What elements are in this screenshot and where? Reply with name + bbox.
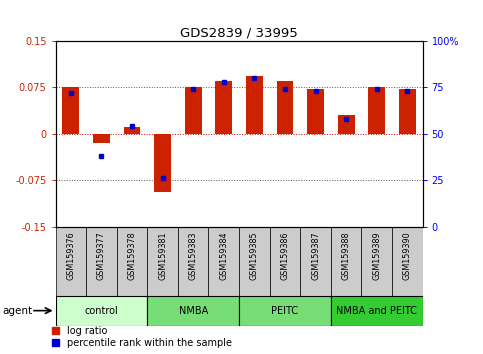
Text: GSM159383: GSM159383 [189, 232, 198, 280]
Bar [361, 227, 392, 296]
Bar [307, 89, 324, 133]
Bar [331, 227, 361, 296]
Text: control: control [85, 306, 118, 316]
Bar [239, 227, 270, 296]
Text: GSM159389: GSM159389 [372, 232, 381, 280]
Text: PEITC: PEITC [271, 306, 298, 316]
Text: GSM159376: GSM159376 [66, 232, 75, 280]
Bar [270, 227, 300, 296]
Text: NMBA and PEITC: NMBA and PEITC [336, 306, 417, 316]
Text: GSM159390: GSM159390 [403, 232, 412, 280]
Text: NMBA: NMBA [179, 306, 208, 316]
Text: GSM159377: GSM159377 [97, 232, 106, 280]
Bar [300, 227, 331, 296]
Bar [392, 227, 423, 296]
Text: agent: agent [2, 306, 32, 316]
Bar [117, 227, 147, 296]
Bar [369, 86, 385, 133]
Bar [147, 296, 239, 326]
Bar [185, 86, 201, 133]
Text: GSM159384: GSM159384 [219, 232, 228, 280]
Bar [338, 115, 355, 133]
Bar [62, 87, 79, 133]
Bar [178, 227, 209, 296]
Title: GDS2839 / 33995: GDS2839 / 33995 [180, 27, 298, 40]
Bar [56, 227, 86, 296]
Legend: log ratio, percentile rank within the sample: log ratio, percentile rank within the sa… [51, 325, 233, 349]
Text: GSM159385: GSM159385 [250, 232, 259, 280]
Bar [147, 227, 178, 296]
Bar [215, 81, 232, 133]
Text: GSM159381: GSM159381 [158, 232, 167, 280]
Text: GSM159378: GSM159378 [128, 232, 137, 280]
Text: GSM159387: GSM159387 [311, 232, 320, 280]
Bar [277, 81, 293, 133]
Text: GSM159388: GSM159388 [341, 232, 351, 280]
Bar [246, 76, 263, 133]
Bar [331, 296, 423, 326]
Bar [124, 127, 141, 133]
Bar [86, 227, 117, 296]
Text: GSM159386: GSM159386 [281, 232, 289, 280]
Bar [399, 89, 416, 133]
Bar [93, 133, 110, 143]
Bar [154, 133, 171, 193]
Bar [239, 296, 331, 326]
Bar [209, 227, 239, 296]
Bar [56, 296, 147, 326]
